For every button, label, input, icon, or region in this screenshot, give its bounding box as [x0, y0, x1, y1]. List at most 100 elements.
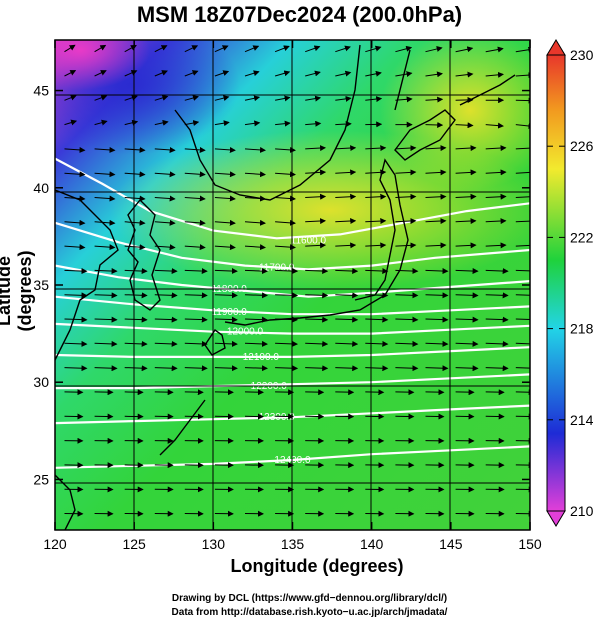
wind-vector — [154, 195, 176, 202]
wind-vector — [64, 171, 86, 178]
wind-vector — [124, 340, 148, 347]
contour-label: 12100.0 — [243, 352, 280, 363]
wind-vector — [184, 292, 208, 299]
wind-vector — [395, 316, 419, 323]
wind-vector — [184, 195, 206, 202]
colorbar-tick-label: 214 — [570, 412, 594, 428]
wind-vector — [184, 171, 206, 178]
contour-label: 11600.0 — [291, 235, 327, 246]
y-tick-label: 45 — [33, 83, 49, 99]
wind-vector — [244, 70, 260, 77]
wind-vector — [425, 96, 444, 103]
wind-vector — [214, 45, 229, 53]
wind-vector — [94, 146, 116, 153]
wind-vector — [335, 169, 357, 176]
wind-vector — [515, 367, 530, 369]
colorbar-tick-label: 218 — [570, 321, 594, 337]
wind-vector — [64, 146, 86, 153]
credit-drawing: Drawing by DCL (https://www.gfd−dennou.o… — [171, 593, 448, 604]
wind-vector — [335, 242, 357, 249]
wind-vector — [485, 122, 504, 129]
coastline-china — [55, 189, 119, 361]
field-shading-magenta — [55, 40, 150, 90]
wind-vector — [154, 365, 178, 372]
coastline-manchuria — [174, 44, 361, 201]
wind-vector — [64, 268, 88, 275]
wind-vector — [395, 169, 417, 176]
wind-vector — [275, 365, 299, 372]
wind-vector — [64, 219, 86, 226]
x-tick-label: 145 — [439, 536, 463, 552]
contour-label: 11900.0 — [211, 307, 247, 318]
y-tick-label: 40 — [33, 180, 49, 196]
wind-vector — [455, 365, 479, 372]
y-tick-label: 30 — [33, 374, 49, 390]
wind-vector — [214, 244, 236, 251]
credit-data: Data from http://database.rish.kyoto−u.a… — [171, 607, 448, 618]
wind-vector — [214, 340, 238, 347]
wind-vector — [335, 365, 359, 372]
wind-vector — [94, 44, 107, 53]
wind-vector — [64, 44, 76, 53]
wind-vector — [214, 195, 236, 202]
wind-vector — [335, 268, 359, 275]
wind-vector — [154, 146, 176, 153]
wind-vector — [485, 169, 507, 176]
wind-vector — [305, 242, 327, 249]
wind-vector — [425, 268, 449, 275]
wind-vector — [244, 292, 268, 299]
wind-vector — [485, 218, 507, 225]
wind-vector — [305, 45, 321, 53]
wind-vector — [395, 340, 419, 347]
contour-label: 11700.0 — [259, 263, 295, 274]
wind-vector — [94, 244, 116, 251]
wind-vector — [184, 120, 200, 126]
wind-vector — [214, 316, 238, 323]
wind-vector — [305, 95, 322, 102]
wind-vector — [455, 193, 477, 200]
wind-vector — [124, 119, 139, 126]
wind-vector — [455, 71, 474, 78]
wind-vector — [455, 242, 477, 249]
height-contour — [55, 157, 530, 240]
wind-vector — [214, 365, 238, 372]
wind-vector — [94, 340, 118, 347]
wind-vector — [124, 146, 146, 153]
x-tick-label: 135 — [281, 536, 305, 552]
wind-vector — [305, 292, 329, 299]
wind-vector — [335, 45, 351, 53]
wind-vector — [485, 193, 507, 200]
colorbar-tick-label: 222 — [570, 229, 594, 245]
wind-vector — [485, 365, 509, 372]
wind-vector — [154, 316, 178, 323]
wind-vector — [94, 119, 108, 126]
wind-vector — [365, 45, 382, 53]
wind-vector — [184, 316, 208, 323]
wind-vector — [425, 145, 447, 152]
wind-vector — [365, 70, 382, 77]
wind-vector — [455, 145, 477, 152]
wind-vector — [395, 292, 419, 299]
wind-vector — [124, 171, 146, 178]
wind-vector — [64, 119, 78, 126]
wind-vector — [124, 316, 148, 323]
wind-vector — [154, 45, 168, 53]
wind-vector — [64, 292, 88, 299]
wind-vector — [274, 45, 290, 53]
wind-vector — [425, 121, 444, 128]
wind-vector — [305, 70, 321, 77]
y-ticks: 25 30 35 40 45 — [33, 83, 530, 487]
wind-vector — [184, 219, 206, 226]
wind-vector — [94, 316, 118, 323]
wind-vector — [485, 46, 504, 53]
wind-vector — [184, 340, 208, 347]
wind-vector — [455, 268, 479, 275]
wind-vector — [425, 242, 447, 249]
wind-vector — [64, 244, 86, 251]
wind-vector — [335, 316, 359, 323]
wind-vector — [124, 195, 146, 202]
coastline-sakhalin — [394, 49, 411, 111]
wind-vector — [365, 193, 387, 200]
x-tick-label: 150 — [518, 536, 542, 552]
wind-vector — [425, 365, 449, 372]
